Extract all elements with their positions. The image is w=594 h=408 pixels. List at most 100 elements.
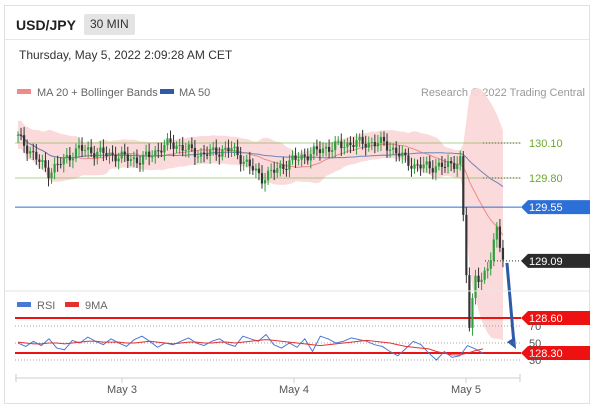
candle-body: [71, 158, 74, 161]
candle-body: [172, 142, 175, 149]
candle-body: [41, 160, 44, 162]
candle-body: [443, 166, 447, 168]
candle-body: [227, 147, 230, 152]
ma50-line-path: [17, 134, 504, 188]
timeframe-badge[interactable]: 30 MIN: [84, 14, 135, 35]
level-labels: 130.10 129.80 129.55 129.09 128.60 128.30: [521, 138, 590, 361]
candle-body: [352, 145, 355, 147]
candle-body: [398, 153, 401, 157]
candle-body: [148, 151, 151, 158]
candle-body: [425, 161, 428, 165]
candle-body: [187, 144, 190, 150]
candle-body: [410, 165, 413, 169]
candle-body: [297, 159, 300, 161]
candle-body: [270, 169, 273, 171]
candle-body: [184, 149, 187, 151]
candle-body: [50, 172, 53, 179]
candle-body: [303, 154, 306, 157]
candle-body: [154, 150, 157, 157]
candle-body: [160, 150, 163, 153]
candle-body: [114, 154, 117, 162]
candle-body: [209, 149, 212, 156]
candle-body: [236, 146, 239, 156]
candle-body: [407, 155, 410, 166]
candle-body: [486, 268, 489, 271]
candle-body: [230, 148, 233, 152]
candle-body: [123, 151, 126, 155]
ma50-legend-swatch: [160, 89, 174, 94]
candle-body: [65, 155, 68, 158]
candle-body: [367, 142, 370, 148]
candle-body: [35, 151, 38, 160]
candle-body: [93, 153, 96, 158]
candle-body: [145, 151, 148, 155]
candle-body: [181, 145, 184, 151]
candle-body: [263, 180, 267, 184]
candle-body: [248, 159, 251, 167]
candle-body: [105, 153, 108, 157]
level-badge-128.60: [521, 311, 590, 326]
candle-body: [178, 145, 181, 147]
candle-body: [337, 141, 340, 143]
candle-body: [44, 160, 47, 168]
candle-body: [126, 154, 129, 161]
candle-body: [26, 145, 29, 154]
candle-body: [440, 162, 444, 167]
rsi-legend: RSI 9MA: [17, 300, 108, 312]
candle-body: [47, 167, 50, 179]
candle-body: [251, 166, 254, 171]
candle-body: [196, 156, 200, 158]
rsi-series-9MA: [17, 339, 484, 356]
ma9-legend-label: 9MA: [85, 300, 108, 312]
candle-body: [340, 141, 343, 149]
candle-body: [434, 166, 437, 173]
candle-body: [437, 162, 440, 167]
candle-body: [309, 154, 312, 161]
level-badge-129.09: [521, 253, 590, 268]
candle-body: [224, 147, 227, 150]
rsi-level-label-50: 50: [529, 338, 541, 350]
candle-body: [38, 159, 41, 162]
candle-body: [32, 151, 35, 153]
candle-body: [254, 168, 257, 171]
candle-body: [474, 275, 477, 299]
candle-body: [68, 155, 71, 161]
candle-body: [199, 152, 203, 157]
candle-body: [450, 161, 453, 164]
candle-body: [129, 159, 132, 161]
timestamp: Thursday, May 5, 2022 2:09:28 AM CET: [19, 48, 233, 62]
ma50-line: [17, 134, 504, 188]
candle-body: [422, 164, 425, 169]
candle-body: [141, 154, 145, 165]
candle-body: [334, 141, 337, 151]
candle-body: [492, 239, 495, 261]
candle-body: [498, 226, 501, 248]
candle-body: [166, 138, 169, 146]
candle-body: [19, 134, 23, 136]
candle-body: [428, 161, 431, 169]
candle-body: [111, 152, 114, 155]
candle-body: [215, 147, 218, 155]
candle-body: [151, 156, 154, 158]
candle-body: [315, 146, 318, 150]
candle-body: [355, 140, 358, 147]
candle-body: [87, 147, 90, 150]
candle-body: [453, 163, 456, 169]
candle-body: [306, 156, 309, 161]
candle-body: [84, 149, 87, 151]
candle-body: [416, 164, 419, 166]
candle-body: [242, 161, 245, 164]
candle-body: [23, 135, 26, 146]
candle-body: [459, 156, 462, 165]
candle-body: [401, 152, 404, 157]
candle-body: [501, 247, 505, 260]
candle-body: [77, 145, 81, 149]
candle-body: [419, 164, 422, 169]
level-label-128.30: 128.30: [529, 348, 563, 360]
candle-body: [276, 168, 279, 173]
candle-body: [456, 164, 459, 169]
candle-body: [108, 152, 111, 157]
candle-body: [346, 142, 349, 148]
candle-body: [257, 168, 261, 174]
